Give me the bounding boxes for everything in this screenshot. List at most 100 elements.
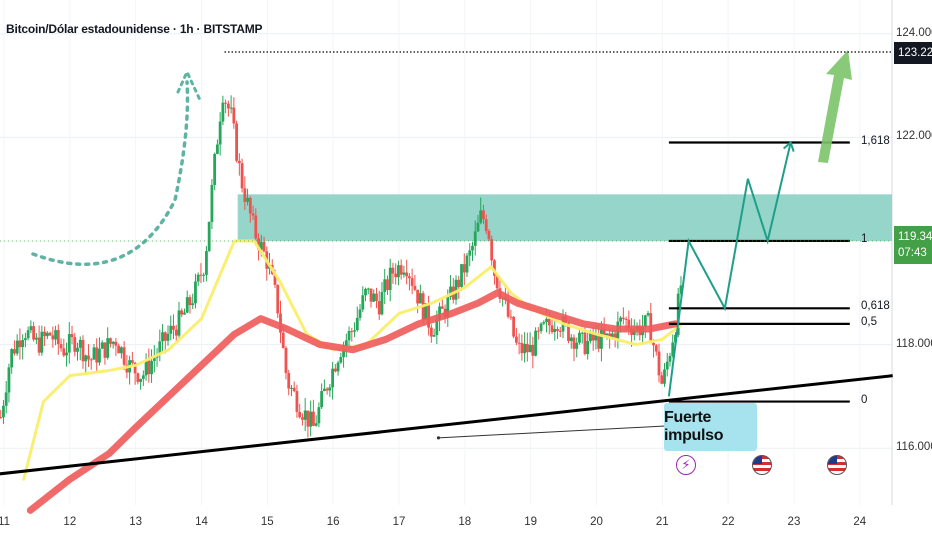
- candle-body: [325, 388, 329, 391]
- us-flag-icon[interactable]: [827, 455, 847, 475]
- candle-body: [21, 340, 25, 348]
- candle-body: [205, 251, 208, 275]
- candle-body: [536, 330, 540, 332]
- candle-body: [339, 357, 343, 363]
- candle-body: [322, 388, 326, 392]
- x-tick-label: 18: [458, 516, 472, 528]
- candle-body: [621, 317, 625, 319]
- candle-body: [619, 317, 623, 322]
- moving-averages: [22, 239, 684, 514]
- trendline[interactable]: [0, 374, 893, 476]
- candle-body: [229, 107, 233, 109]
- candle-body: [482, 210, 485, 220]
- candle-body: [418, 293, 422, 304]
- candle-body: [613, 333, 617, 340]
- y-tick-label: 124.000: [896, 26, 932, 39]
- candle-body: [240, 163, 244, 189]
- candle-body: [62, 348, 66, 356]
- candle-body: [553, 328, 557, 332]
- candle-body: [429, 327, 433, 337]
- candle-body: [152, 357, 156, 362]
- dashed-curve-arrow: [31, 80, 190, 267]
- candle-body: [344, 340, 348, 346]
- candle-body: [180, 310, 184, 315]
- candle-body: [84, 355, 88, 362]
- candle-body: [591, 331, 595, 341]
- candle-body: [73, 337, 77, 352]
- high-price-tag: 123.222: [894, 42, 932, 64]
- candle-body: [567, 322, 570, 342]
- candle-body: [213, 153, 217, 185]
- candle-body: [54, 330, 57, 340]
- candle-body: [183, 312, 186, 315]
- candle-body: [15, 340, 19, 354]
- candle-body: [243, 188, 247, 202]
- x-tick-label: 21: [655, 516, 669, 528]
- candle-body: [306, 410, 310, 427]
- candle-body: [410, 278, 414, 286]
- candle-body: [29, 326, 33, 331]
- candle-body: [460, 264, 463, 287]
- candle-body: [525, 343, 529, 353]
- candle-body: [76, 347, 79, 352]
- candle-body: [292, 387, 296, 392]
- candle-body: [413, 285, 417, 290]
- y-tick-label: 118.000: [896, 337, 932, 350]
- dashed-arrowhead: [176, 68, 202, 102]
- candle-body: [2, 405, 5, 418]
- projection-path[interactable]: [667, 142, 792, 397]
- candle-body: [627, 319, 631, 329]
- us-flag-icon[interactable]: [752, 455, 772, 475]
- candle-body: [493, 260, 496, 276]
- candle-body: [161, 332, 164, 342]
- candle-body: [471, 245, 474, 251]
- candle-body: [37, 337, 41, 353]
- big-up-arrow: [818, 50, 852, 163]
- candle-body: [218, 121, 222, 145]
- candle-body: [281, 332, 285, 348]
- candle-body: [0, 417, 3, 419]
- candle-body: [100, 342, 104, 349]
- candle-body: [246, 197, 249, 202]
- candle-body: [166, 333, 170, 341]
- fib-level-label: 1,618: [861, 134, 890, 147]
- candle-body: [556, 328, 559, 331]
- candle-body: [169, 325, 173, 334]
- candle-body: [273, 273, 277, 285]
- candle-body: [188, 297, 192, 306]
- candle-body: [40, 331, 44, 353]
- candle-body: [380, 291, 384, 315]
- candle-body: [295, 391, 299, 412]
- candle-body: [391, 267, 395, 274]
- candle-body: [665, 361, 669, 370]
- candle-body: [663, 369, 666, 384]
- candle-body: [34, 337, 38, 340]
- candle-body: [276, 284, 280, 314]
- candle-body: [221, 102, 225, 122]
- candle-body: [287, 373, 291, 389]
- callout-pointer: [438, 425, 666, 439]
- candle-body: [314, 423, 318, 426]
- candle-body: [284, 347, 288, 374]
- annotation-callout[interactable]: Fuerte impulso: [664, 403, 757, 451]
- candle-body: [369, 288, 373, 302]
- candle-body: [235, 123, 239, 161]
- candle-body: [298, 411, 302, 418]
- candle-body: [133, 362, 137, 374]
- lightning-icon[interactable]: ⚡: [676, 455, 696, 475]
- candle-body: [427, 303, 431, 328]
- candle-body: [254, 215, 258, 239]
- candle-body: [550, 325, 554, 332]
- candle-body: [517, 342, 521, 344]
- candle-body: [355, 317, 359, 331]
- callout-anchor: [436, 436, 441, 440]
- candle-body: [457, 279, 461, 287]
- candle-body: [657, 351, 661, 376]
- y-tick-label: 122.000: [896, 130, 932, 143]
- candle-body: [399, 265, 403, 275]
- candle-body: [583, 332, 587, 354]
- fibonacci-levels[interactable]: [668, 141, 850, 403]
- candle-body: [542, 322, 546, 324]
- candle-body: [569, 337, 573, 342]
